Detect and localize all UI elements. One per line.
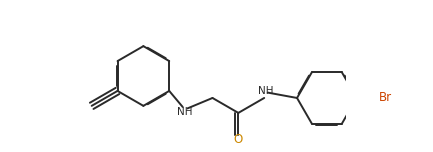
Text: NH: NH	[177, 107, 193, 117]
Text: NH: NH	[258, 86, 273, 96]
Text: O: O	[234, 133, 243, 146]
Text: Br: Br	[379, 92, 392, 104]
